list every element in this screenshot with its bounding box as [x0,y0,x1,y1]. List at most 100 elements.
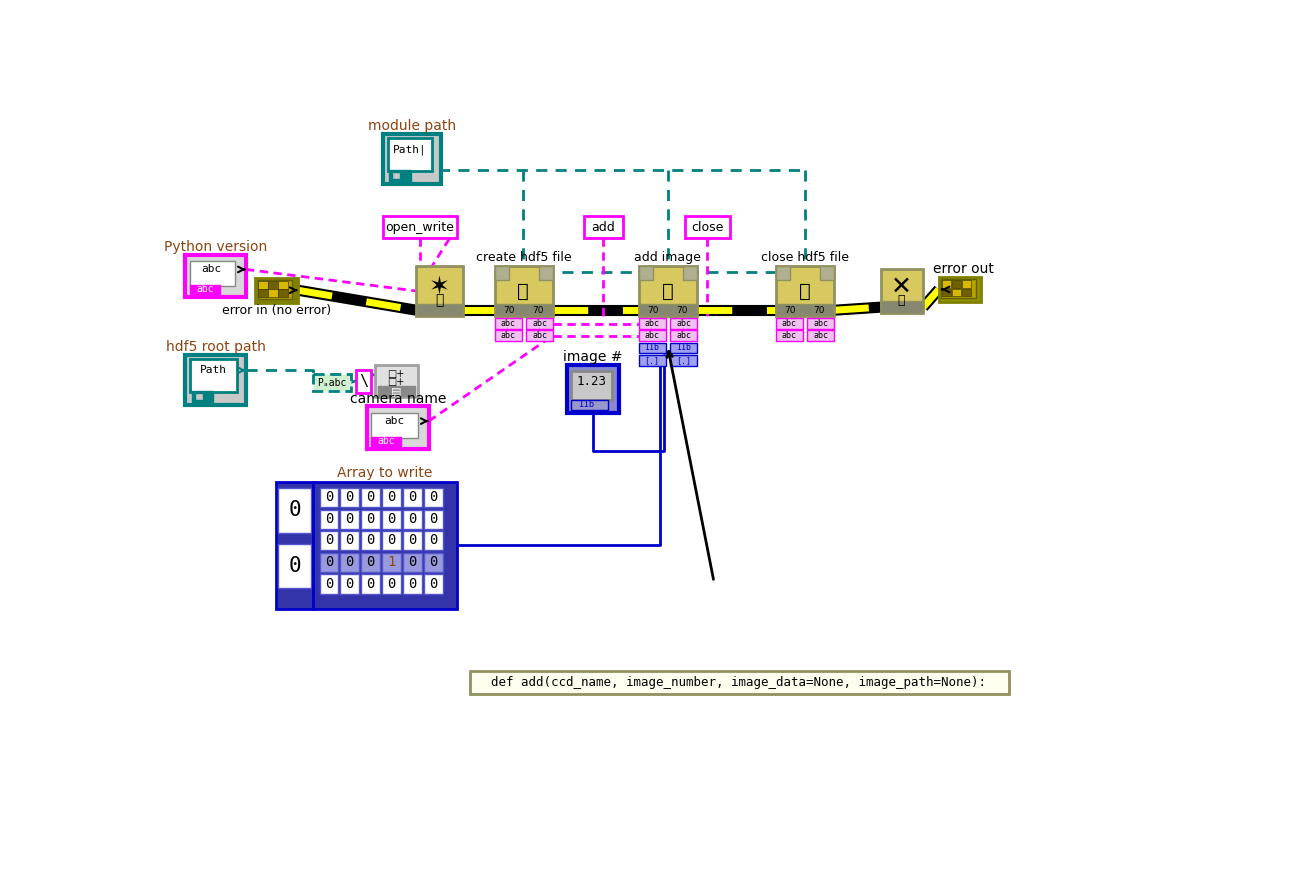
Text: 🐍: 🐍 [799,282,811,301]
Text: Python version: Python version [164,240,267,254]
FancyBboxPatch shape [362,575,380,594]
Text: 0: 0 [388,490,396,504]
Text: abc: abc [814,319,828,328]
FancyBboxPatch shape [279,281,288,289]
FancyBboxPatch shape [942,289,951,296]
FancyBboxPatch shape [424,531,443,550]
Text: 🐍: 🐍 [897,294,905,307]
FancyBboxPatch shape [584,216,622,238]
Text: module path: module path [368,119,456,133]
FancyBboxPatch shape [393,172,400,180]
FancyBboxPatch shape [639,355,665,365]
FancyBboxPatch shape [403,531,422,550]
FancyBboxPatch shape [186,255,246,297]
Text: 0: 0 [346,555,354,569]
FancyBboxPatch shape [525,330,553,341]
FancyBboxPatch shape [383,134,441,184]
Text: 1: 1 [388,555,396,569]
FancyBboxPatch shape [372,437,401,446]
FancyBboxPatch shape [495,266,553,317]
FancyBboxPatch shape [320,488,338,508]
FancyBboxPatch shape [320,553,338,572]
Text: abc: abc [645,319,659,328]
Text: 70: 70 [647,306,659,315]
Text: 0: 0 [288,555,301,576]
FancyBboxPatch shape [962,289,971,296]
FancyBboxPatch shape [341,575,359,594]
Text: [.]: [.] [645,356,659,364]
Text: ✕: ✕ [891,276,912,299]
FancyBboxPatch shape [639,266,697,317]
Text: abc: abc [196,284,214,295]
Text: 1.23: 1.23 [576,375,607,388]
FancyBboxPatch shape [776,330,803,341]
FancyBboxPatch shape [362,553,380,572]
FancyBboxPatch shape [186,355,246,405]
Text: 0: 0 [409,512,417,526]
FancyBboxPatch shape [669,343,697,353]
Text: hdf5 root path: hdf5 root path [166,340,266,354]
FancyBboxPatch shape [269,290,278,297]
FancyBboxPatch shape [388,138,432,171]
FancyBboxPatch shape [683,266,697,280]
Text: I1b: I1b [578,400,595,410]
Text: 0: 0 [430,512,438,526]
Text: Path: Path [200,365,227,375]
Text: 0: 0 [367,490,375,504]
Text: 70: 70 [503,306,515,315]
Text: I1b: I1b [676,344,692,352]
Text: 🐍: 🐍 [435,293,444,307]
FancyBboxPatch shape [320,509,338,529]
Text: 🐍: 🐍 [662,282,673,301]
FancyBboxPatch shape [383,488,401,508]
FancyBboxPatch shape [258,280,292,299]
Text: Pₐabc: Pₐabc [317,378,347,388]
FancyBboxPatch shape [880,301,924,313]
FancyBboxPatch shape [341,531,359,550]
Text: 0: 0 [325,555,333,569]
FancyBboxPatch shape [341,509,359,529]
Text: abc: abc [676,319,692,328]
Text: 0: 0 [367,576,375,590]
Text: 0: 0 [367,534,375,548]
Text: 0: 0 [367,512,375,526]
FancyBboxPatch shape [403,509,422,529]
FancyBboxPatch shape [807,330,834,341]
FancyBboxPatch shape [362,488,380,508]
Text: abc: abc [782,331,796,340]
Text: abc: abc [532,319,548,328]
Text: 0: 0 [409,555,417,569]
Text: create hdf5 file: create hdf5 file [476,250,571,263]
Text: 0: 0 [409,490,417,504]
FancyBboxPatch shape [403,553,422,572]
Text: 0: 0 [409,576,417,590]
Text: 🐍: 🐍 [517,282,529,301]
FancyBboxPatch shape [942,280,951,288]
FancyBboxPatch shape [820,266,834,280]
Text: abc: abc [500,319,515,328]
FancyBboxPatch shape [383,531,401,550]
FancyBboxPatch shape [403,575,422,594]
Text: abc: abc [782,319,796,328]
Text: abc: abc [676,331,692,340]
FancyBboxPatch shape [195,392,203,400]
Text: 0: 0 [346,534,354,548]
FancyBboxPatch shape [639,304,697,317]
Text: 70: 70 [814,306,825,315]
FancyBboxPatch shape [258,290,267,297]
Text: 0: 0 [325,512,333,526]
Text: abc: abc [500,331,515,340]
Text: close: close [690,221,723,234]
FancyBboxPatch shape [356,371,372,393]
FancyBboxPatch shape [313,482,457,609]
FancyBboxPatch shape [341,553,359,572]
FancyBboxPatch shape [952,289,962,296]
Text: def add(ccd_name, image_number, image_data=None, image_path=None):: def add(ccd_name, image_number, image_da… [491,676,986,689]
Text: 0: 0 [388,534,396,548]
FancyBboxPatch shape [383,216,457,238]
Text: 0: 0 [288,501,301,521]
FancyBboxPatch shape [952,280,962,288]
FancyBboxPatch shape [417,304,462,317]
Text: 0: 0 [430,490,438,504]
Text: 0: 0 [367,555,375,569]
